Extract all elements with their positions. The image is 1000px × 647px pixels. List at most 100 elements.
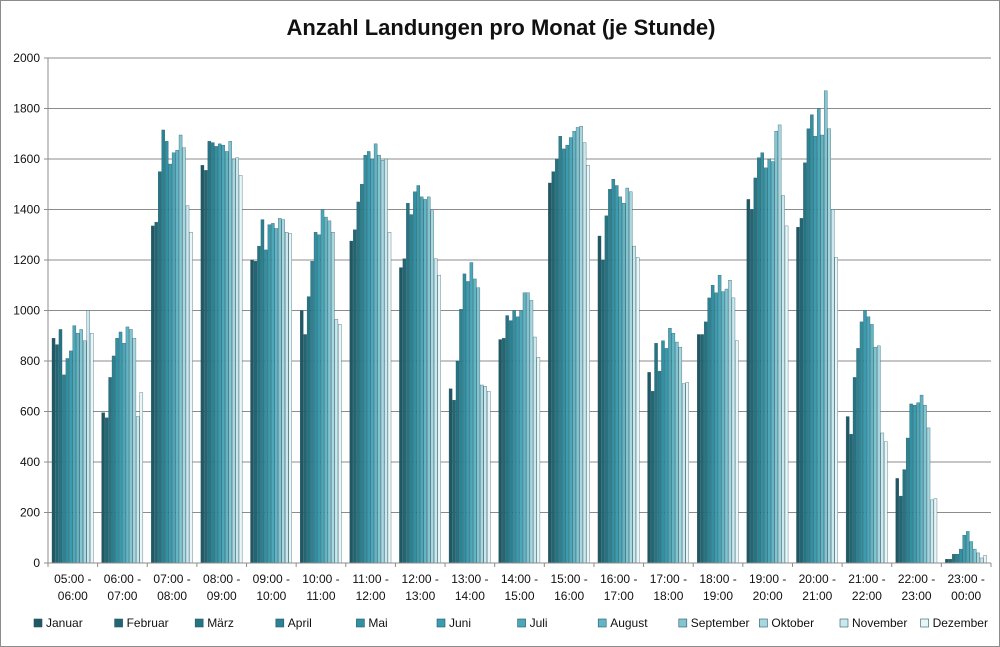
bar-mai-1: Mai: 890 — [115, 338, 119, 564]
y-tick-label: 600 — [20, 405, 40, 419]
bar-dezember-7: Dezember: 1140 — [437, 274, 441, 564]
bar-august-2: August: 1635 — [175, 149, 179, 564]
bar-mai-3: Mai: 1650 — [214, 146, 219, 564]
bar-april-14: April: 1605 — [757, 157, 761, 564]
bar-oktober-4: Oktober: 1360 — [281, 219, 285, 564]
bar-dezember-8: Dezember: 680 — [487, 391, 491, 564]
bar-dezember-14: Dezember: 1335 — [784, 225, 789, 564]
bar-juli-7: Juli: 1450 — [420, 196, 424, 564]
x-tick-label: 12:00 -13:00 — [402, 572, 439, 603]
bar-januar-5: Januar: 1000 — [299, 310, 304, 564]
bar-september-15: September: 1870 — [824, 90, 828, 564]
bar-m-rz-10: März: 1600 — [555, 158, 559, 564]
legend-swatch — [114, 618, 123, 628]
bar-oktober-6: Oktober: 1595 — [380, 160, 385, 564]
bar-dezember-6: Dezember: 1310 — [387, 232, 392, 564]
legend-label: Juni — [449, 616, 471, 630]
bar-november-14: November: 1455 — [781, 195, 785, 564]
bar-november-6: November: 1600 — [384, 158, 388, 564]
bar-m-rz-14: März: 1525 — [753, 177, 758, 564]
bar-juli-1: Juli: 870 — [122, 343, 126, 564]
y-axis-tick-labels: 0 200 400 600 800 1000 1200 1400 1600 1800 2000 — [13, 51, 40, 570]
bar-september-16: September: 855 — [873, 346, 878, 564]
bar-mai-7: Mai: 1470 — [413, 191, 417, 564]
bar-august-12: August: 910 — [671, 333, 676, 564]
bar-oktober-15: Oktober: 1720 — [827, 128, 831, 564]
bar-september-10: September: 1725 — [575, 127, 580, 564]
bar-mai-14: Mai: 1625 — [760, 152, 764, 564]
bar-august-15: August: 1695 — [820, 134, 825, 564]
bar-november-12: November: 710 — [682, 383, 686, 564]
legend-item-oktober: Oktober — [759, 616, 814, 630]
bar-m-rz-13: März: 955 — [703, 321, 708, 564]
legend-swatch — [839, 618, 849, 628]
bar-juni-8: Juni: 1115 — [466, 281, 470, 564]
legend-label: Juli — [530, 616, 548, 630]
bar-november-8: November: 700 — [483, 386, 487, 564]
bar-dezember-13: Dezember: 880 — [735, 340, 739, 564]
bar-oktober-5: Oktober: 1310 — [331, 232, 335, 564]
bar-november-10: November: 1665 — [582, 142, 587, 564]
y-tick-label: 1200 — [13, 253, 40, 267]
legend: Januar Februar März April Mai Juni Juli August S… — [33, 616, 988, 630]
bar-februar-8: Februar: 645 — [452, 399, 456, 564]
bar-august-11: August: 1425 — [622, 203, 626, 564]
bar-oktober-14: Oktober: 1735 — [777, 124, 782, 564]
bar-juli-2: Juli: 1625 — [171, 152, 176, 564]
y-tick-label: 800 — [20, 354, 40, 368]
bar-november-3: November: 1605 — [235, 157, 239, 564]
axes — [44, 57, 992, 567]
bar-mai-6: Mai: 1615 — [363, 155, 367, 564]
bar-juni-17: Juni: 625 — [912, 405, 917, 564]
x-tick-label: 07:00 -08:00 — [153, 572, 190, 603]
bar-m-rz-9: März: 980 — [505, 315, 509, 564]
bar-juni-18: Juni: 110 — [962, 535, 966, 564]
bar-januar-17: Januar: 335 — [895, 478, 899, 564]
bar-dezember-2: Dezember: 1310 — [189, 232, 193, 564]
bar-august-5: August: 1370 — [324, 216, 328, 564]
legend-label: März — [207, 616, 234, 630]
bar-m-rz-1: März: 735 — [108, 377, 112, 564]
bar-m-rz-5: März: 1055 — [306, 296, 311, 564]
x-tick-label: 16:00 -17:00 — [600, 572, 637, 603]
bar-m-rz-15: März: 1585 — [803, 162, 807, 564]
bar-mai-4: Mai: 1240 — [264, 249, 268, 564]
bar-november-16: November: 515 — [880, 432, 885, 564]
bar-februar-7: Februar: 1205 — [402, 258, 407, 564]
bar-september-9: September: 1070 — [526, 292, 530, 564]
x-tick-label: 09:00 -10:00 — [253, 572, 290, 603]
bar-januar-1: Januar: 595 — [101, 412, 105, 564]
bar-april-0: April: 745 — [62, 374, 66, 564]
bar-april-2: April: 1715 — [161, 129, 165, 564]
bar-februar-3: Februar: 1555 — [204, 170, 208, 564]
bar-juli-10: Juli: 1685 — [568, 137, 573, 564]
bar-august-9: August: 1070 — [522, 292, 527, 564]
legend-label: August — [610, 616, 648, 630]
bar-januar-13: Januar: 905 — [697, 334, 701, 564]
bar-m-rz-7: März: 1425 — [406, 203, 410, 564]
bar-september-17: September: 625 — [923, 405, 927, 564]
bar-april-9: April: 960 — [508, 320, 513, 564]
legend-item-juni: Juni — [436, 616, 471, 630]
bar-mai-12: Mai: 880 — [661, 340, 665, 564]
bar-juni-14: Juni: 1565 — [764, 167, 768, 564]
legend-item-dezember: Dezember — [920, 616, 988, 630]
bar-juli-8: Juli: 1190 — [469, 262, 474, 564]
bar-september-5: September: 1355 — [327, 220, 332, 564]
bar-juni-5: Juni: 1300 — [317, 234, 321, 564]
bar-mai-0: Mai: 810 — [65, 358, 70, 564]
bar-oktober-12: Oktober: 855 — [678, 346, 683, 564]
bar-januar-14: Januar: 1440 — [746, 199, 751, 564]
bar-februar-15: Februar: 1365 — [799, 218, 804, 564]
bar-dezember-17: Dezember: 255 — [933, 498, 938, 564]
bar-juni-16: Juni: 1000 — [863, 310, 867, 564]
bar-m-rz-17: März: 370 — [902, 469, 906, 564]
bar-april-17: April: 495 — [905, 437, 910, 564]
bar-dezember-18: Dezember: 30 — [983, 555, 987, 564]
bar-september-3: September: 1670 — [228, 141, 232, 564]
x-tick-label: 15:00 -16:00 — [550, 572, 587, 603]
y-tick-label: 400 — [20, 455, 40, 469]
y-tick-label: 200 — [20, 506, 40, 520]
